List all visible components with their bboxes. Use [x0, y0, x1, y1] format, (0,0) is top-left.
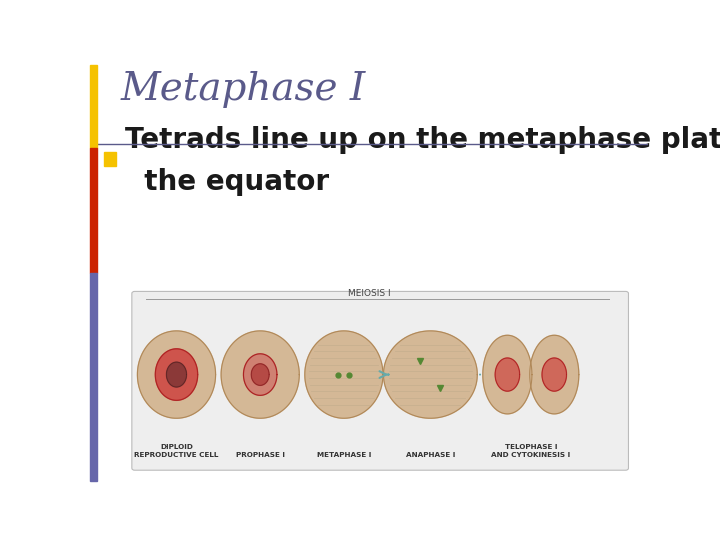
Bar [90, 65, 96, 148]
Polygon shape [156, 349, 198, 400]
Text: PROPHASE I: PROPHASE I [235, 452, 284, 458]
Polygon shape [166, 362, 186, 387]
Text: ANAPHASE I: ANAPHASE I [405, 452, 455, 458]
Polygon shape [542, 358, 567, 391]
Text: DIPLOID
REPRODUCTIVE CELL: DIPLOID REPRODUCTIVE CELL [135, 444, 219, 458]
Polygon shape [243, 354, 277, 395]
Text: Metaphase I: Metaphase I [121, 71, 366, 109]
Text: TELOPHASE I
AND CYTOKINESIS I: TELOPHASE I AND CYTOKINESIS I [491, 444, 570, 458]
Polygon shape [138, 331, 215, 418]
Polygon shape [530, 335, 579, 414]
Text: METAPHASE I: METAPHASE I [317, 452, 371, 458]
Bar [90, 273, 96, 481]
Polygon shape [483, 335, 532, 414]
Bar [104, 152, 116, 166]
Polygon shape [305, 331, 383, 418]
Text: MEIOSIS I: MEIOSIS I [348, 289, 390, 299]
Polygon shape [495, 358, 520, 391]
Text: Tetrads line up on the metaphase plate at: Tetrads line up on the metaphase plate a… [125, 126, 720, 154]
Polygon shape [251, 364, 269, 386]
FancyBboxPatch shape [132, 292, 629, 470]
Polygon shape [384, 331, 477, 418]
Text: the equator: the equator [125, 168, 329, 196]
Polygon shape [221, 331, 300, 418]
Bar [90, 148, 96, 273]
